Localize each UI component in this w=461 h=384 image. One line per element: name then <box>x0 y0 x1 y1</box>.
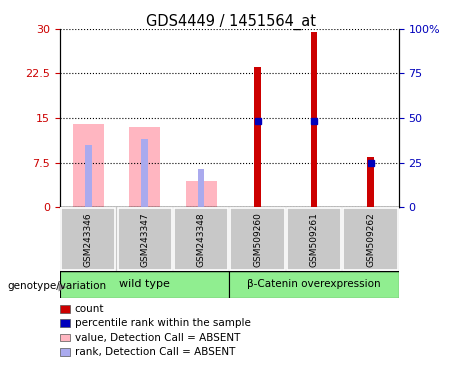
Bar <box>61 208 115 270</box>
Text: GSM509260: GSM509260 <box>253 212 262 267</box>
Bar <box>198 169 205 207</box>
Bar <box>367 157 374 207</box>
Bar <box>129 127 160 207</box>
Text: β-Catenin overexpression: β-Catenin overexpression <box>247 279 381 289</box>
Bar <box>73 124 104 207</box>
Text: value, Detection Call = ABSENT: value, Detection Call = ABSENT <box>75 333 240 343</box>
Bar <box>141 139 148 207</box>
Bar <box>229 271 399 298</box>
Text: GSM509261: GSM509261 <box>309 212 319 267</box>
Text: GDS4449 / 1451564_at: GDS4449 / 1451564_at <box>146 13 315 30</box>
Bar <box>311 32 318 207</box>
Text: percentile rank within the sample: percentile rank within the sample <box>75 318 251 328</box>
Bar <box>343 208 398 270</box>
Text: GSM243348: GSM243348 <box>196 212 206 267</box>
Text: wild type: wild type <box>119 279 170 289</box>
Bar <box>85 145 92 207</box>
Polygon shape <box>59 283 66 291</box>
Text: GSM243347: GSM243347 <box>140 212 149 267</box>
Bar <box>60 271 229 298</box>
Bar <box>174 208 228 270</box>
Bar <box>186 180 217 207</box>
Text: rank, Detection Call = ABSENT: rank, Detection Call = ABSENT <box>75 347 235 357</box>
Bar <box>254 68 261 207</box>
Text: genotype/variation: genotype/variation <box>7 281 106 291</box>
Bar <box>118 208 172 270</box>
Text: GSM243346: GSM243346 <box>83 212 93 267</box>
Bar <box>230 208 285 270</box>
Text: GSM509262: GSM509262 <box>366 212 375 267</box>
Bar <box>287 208 341 270</box>
Text: count: count <box>75 304 104 314</box>
